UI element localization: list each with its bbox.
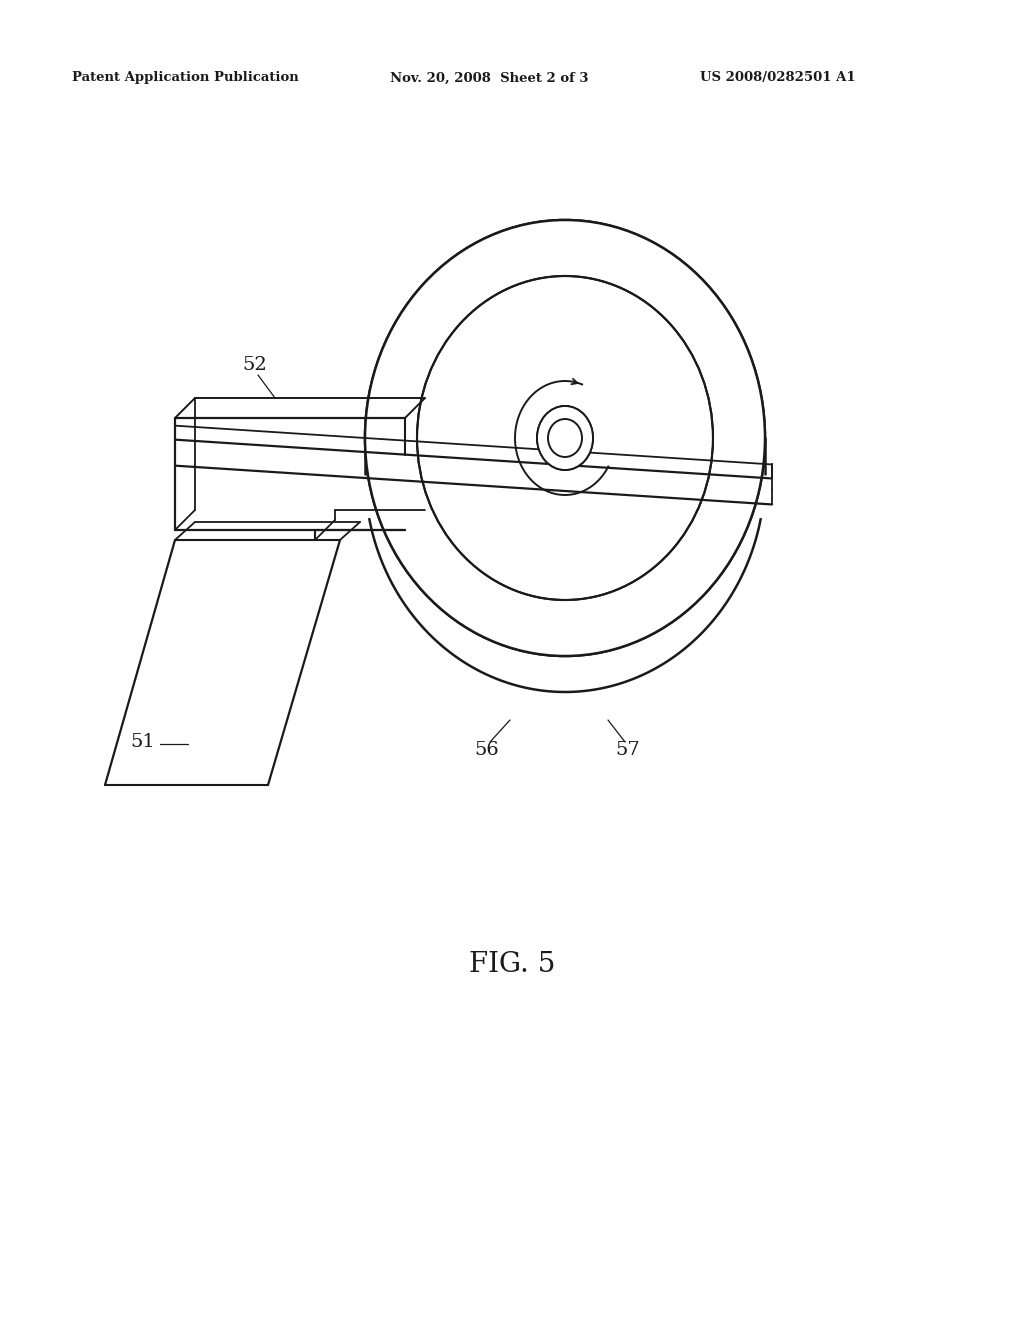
Ellipse shape <box>537 407 593 470</box>
Ellipse shape <box>537 407 593 470</box>
Ellipse shape <box>365 220 765 656</box>
Text: 53: 53 <box>477 246 503 264</box>
Ellipse shape <box>365 220 765 656</box>
Text: 51: 51 <box>130 733 155 751</box>
Text: 54: 54 <box>590 409 614 426</box>
Ellipse shape <box>417 276 713 601</box>
Ellipse shape <box>548 418 582 457</box>
Text: 52: 52 <box>243 356 267 374</box>
Ellipse shape <box>548 418 582 457</box>
Text: FIG. 5: FIG. 5 <box>469 952 555 978</box>
Text: 57: 57 <box>615 741 640 759</box>
Text: 56: 56 <box>475 741 500 759</box>
Text: US 2008/0282501 A1: US 2008/0282501 A1 <box>700 71 856 84</box>
Text: Patent Application Publication: Patent Application Publication <box>72 71 299 84</box>
Text: Nov. 20, 2008  Sheet 2 of 3: Nov. 20, 2008 Sheet 2 of 3 <box>390 71 589 84</box>
